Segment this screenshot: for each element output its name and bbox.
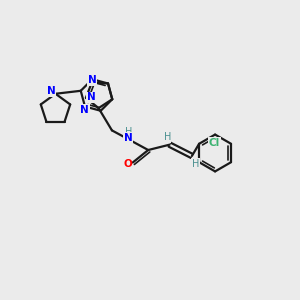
Text: N: N [47,86,56,96]
Text: N: N [124,133,133,143]
Text: H: H [164,132,171,142]
Text: N: N [87,92,96,102]
Text: Cl: Cl [209,138,220,148]
Text: H: H [192,159,199,169]
Text: O: O [123,159,132,169]
Text: N: N [80,104,89,115]
Text: H: H [124,127,132,137]
Text: N: N [88,75,96,85]
